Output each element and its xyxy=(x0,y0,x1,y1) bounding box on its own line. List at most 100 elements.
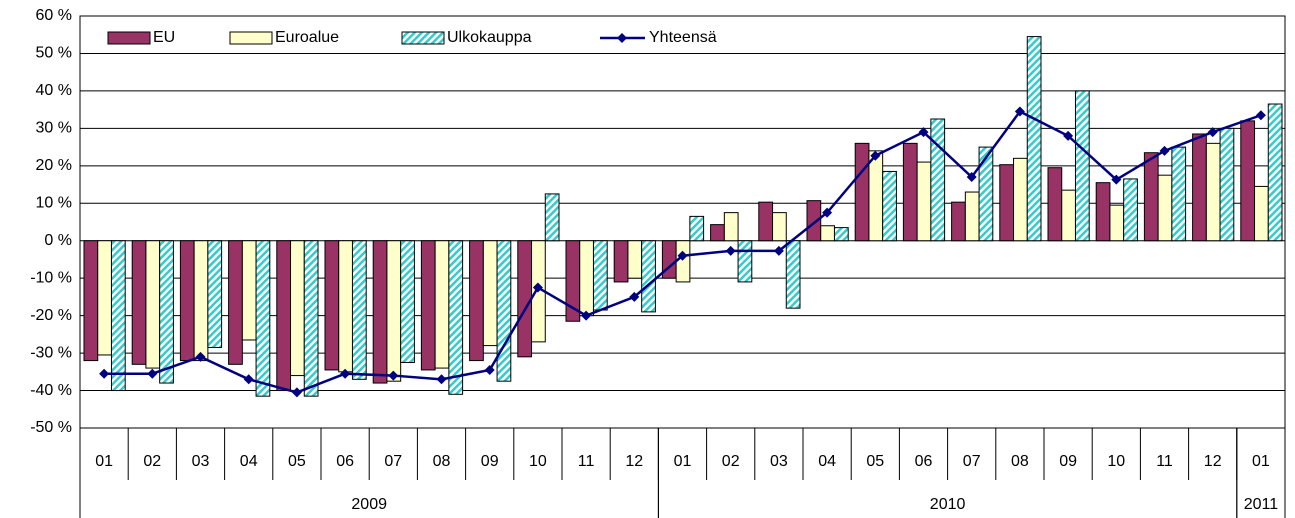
x-tick-label: 03 xyxy=(192,453,210,470)
bar xyxy=(1254,185,1269,242)
y-tick-label: 40 % xyxy=(36,82,72,99)
bar xyxy=(338,240,353,373)
group-label: 2011 xyxy=(1244,496,1279,513)
marker xyxy=(918,127,929,138)
bar xyxy=(110,240,126,392)
bar xyxy=(1157,174,1173,242)
x-tick-label: 05 xyxy=(288,453,306,470)
x-tick-label: 02 xyxy=(722,453,740,470)
y-tick-label: -20 % xyxy=(30,307,72,324)
marker xyxy=(822,207,833,218)
bar xyxy=(1205,142,1221,242)
legend-swatch xyxy=(107,31,151,45)
marker xyxy=(99,368,110,379)
bar xyxy=(131,240,147,365)
bar xyxy=(482,240,498,347)
legend-label: Euroalue xyxy=(275,29,339,46)
bar xyxy=(1219,127,1235,242)
marker xyxy=(388,370,399,381)
legend-label: EU xyxy=(153,29,175,46)
x-tick-label: 12 xyxy=(1204,453,1222,470)
legend-label: Yhteensä xyxy=(649,29,717,46)
x-tick-label: 01 xyxy=(1252,453,1270,470)
x-tick-label: 04 xyxy=(818,453,836,470)
marker xyxy=(147,368,158,379)
x-tick-label: 03 xyxy=(770,453,788,470)
y-tick-label: -10 % xyxy=(30,269,72,286)
x-tick-label: 06 xyxy=(336,453,354,470)
bar xyxy=(1013,157,1028,242)
bar xyxy=(820,225,835,242)
x-tick-label: 04 xyxy=(240,453,258,470)
bar xyxy=(255,240,271,397)
bar xyxy=(83,240,99,362)
bar xyxy=(145,240,161,369)
x-tick-label: 10 xyxy=(529,453,547,470)
bar xyxy=(400,240,415,363)
marker xyxy=(1014,106,1025,117)
marker xyxy=(1255,110,1266,121)
marker xyxy=(629,291,640,302)
marker xyxy=(773,245,784,256)
group-label: 2009 xyxy=(351,496,387,513)
marker xyxy=(291,387,302,398)
bar xyxy=(193,240,209,362)
bar xyxy=(496,240,512,382)
marker xyxy=(966,172,977,183)
bar xyxy=(1192,133,1207,242)
bar xyxy=(97,240,112,356)
bar xyxy=(434,240,450,369)
bar xyxy=(241,240,257,341)
y-tick-label: 60 % xyxy=(36,7,72,24)
y-tick-label: 20 % xyxy=(36,157,72,174)
bar xyxy=(951,201,966,242)
bar xyxy=(723,212,739,242)
bar xyxy=(592,240,608,311)
bar xyxy=(517,240,533,358)
bar xyxy=(1047,167,1063,242)
bar xyxy=(207,240,223,348)
marker xyxy=(725,245,736,256)
plot-border xyxy=(79,15,1286,429)
x-tick-label: 08 xyxy=(1011,453,1029,470)
x-tick-label: 08 xyxy=(433,453,451,470)
x-tick-label: 09 xyxy=(1059,453,1077,470)
marker xyxy=(1063,130,1074,141)
x-tick-label: 11 xyxy=(1156,453,1173,470)
y-tick-label: 30 % xyxy=(36,120,72,137)
marker xyxy=(340,368,351,379)
bar xyxy=(785,240,801,309)
bar xyxy=(930,118,946,242)
bar xyxy=(579,240,594,317)
marker xyxy=(1159,145,1170,156)
bar xyxy=(179,240,195,362)
bar xyxy=(372,240,388,384)
bar xyxy=(1074,90,1090,242)
x-tick-label: 09 xyxy=(481,453,499,470)
y-tick-label: 10 % xyxy=(36,194,72,211)
bar xyxy=(613,240,629,283)
bar xyxy=(1109,204,1125,242)
bar xyxy=(772,212,787,242)
bar xyxy=(675,240,691,283)
bar xyxy=(1171,146,1187,242)
x-tick-label: 01 xyxy=(674,453,692,470)
bar xyxy=(999,164,1015,242)
bar xyxy=(1095,182,1111,242)
x-tick-label: 12 xyxy=(625,453,643,470)
bar xyxy=(420,240,436,371)
marker xyxy=(532,282,543,293)
bar xyxy=(964,191,980,242)
marker xyxy=(677,250,688,261)
bar xyxy=(868,150,884,242)
bar xyxy=(324,240,340,371)
legend-label: Ulkokauppa xyxy=(447,29,532,46)
marker xyxy=(484,364,495,375)
bar xyxy=(710,224,725,242)
bar xyxy=(1143,152,1159,242)
bar xyxy=(290,240,305,377)
x-tick-label: 07 xyxy=(384,453,402,470)
bar xyxy=(902,142,918,242)
bar xyxy=(1026,36,1042,242)
bar xyxy=(641,240,656,313)
